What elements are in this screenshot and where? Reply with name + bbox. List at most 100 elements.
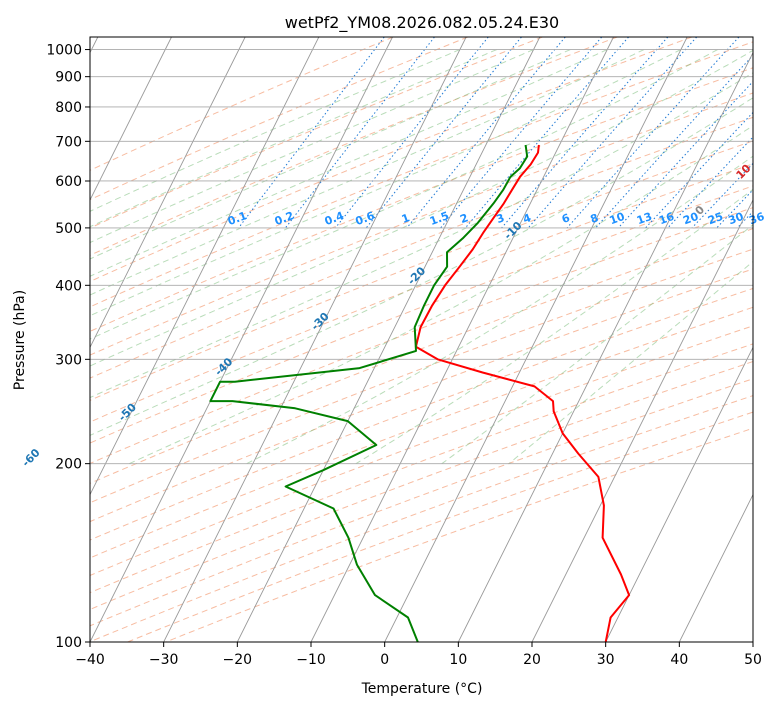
dry-adiabat <box>127 411 753 642</box>
profile-curves <box>209 144 631 642</box>
moist-adiabat <box>90 97 753 436</box>
background-lines <box>90 37 775 642</box>
isotherm <box>531 198 753 642</box>
dry-adiabat <box>90 37 618 256</box>
x-tick-label: 40 <box>670 652 688 668</box>
moist-adiabat <box>355 188 753 465</box>
mixing-ratio-line <box>758 37 775 228</box>
isotherm <box>163 37 467 642</box>
mixing-ratio-label: 0.6 <box>354 209 377 228</box>
mixing-ratio-label: 6 <box>560 211 572 226</box>
dry-adiabat <box>90 395 753 642</box>
isotherm-label: -60 <box>19 446 42 469</box>
mixing-ratio-line <box>406 37 566 229</box>
dry-adiabat <box>90 116 753 379</box>
mixing-ratio-line <box>440 37 603 229</box>
mixing-ratio-line <box>736 210 753 229</box>
y-tick-label: 1000 <box>46 43 82 59</box>
mixing-ratio-line <box>691 162 753 229</box>
dry-adiabat <box>90 37 468 201</box>
moist-adiabat <box>90 49 718 340</box>
line-labels: 0.10.20.40.611.52346810131620253036-100-… <box>19 128 775 470</box>
plot-frame <box>89 36 754 643</box>
mixing-ratio-label: 30 <box>727 210 746 228</box>
dry-adiabat <box>90 360 753 610</box>
mixing-ratio-label: 8 <box>589 211 601 226</box>
x-tick-label: 30 <box>597 652 615 668</box>
mixing-ratio-label: 0.1 <box>226 209 249 228</box>
mixing-ratio-line <box>667 136 753 229</box>
isotherm <box>310 37 614 642</box>
mixing-ratio-label: 4 <box>521 211 533 226</box>
isotherm <box>236 37 541 642</box>
isotherm <box>752 640 753 642</box>
isotherm <box>605 346 753 642</box>
isotherm <box>90 37 172 202</box>
isotherm <box>90 37 246 349</box>
y-tick-label: 100 <box>55 635 82 651</box>
mixing-ratio-label: 36 <box>747 210 766 228</box>
mixing-ratio-label: 16 <box>657 210 676 228</box>
y-tick-label: 200 <box>55 457 82 473</box>
wet-bulb-label: 10 <box>734 161 754 181</box>
y-tick-label: 700 <box>55 134 82 150</box>
moist-adiabat <box>90 72 753 399</box>
mixing-ratio-line <box>365 37 522 229</box>
mixing-ratio-label: 0.4 <box>323 209 346 228</box>
y-tick-label: 500 <box>55 221 82 237</box>
mixing-ratio-line <box>335 37 489 229</box>
y-axis-label: Pressure (hPa) <box>12 290 28 390</box>
chart-title: wetPf2_YM08.2026.082.05.24.E30 <box>285 13 559 33</box>
mixing-ratio-label: 1 <box>400 211 412 226</box>
mixing-ratio-label: 20 <box>681 210 700 228</box>
moist-adiabat <box>90 49 608 277</box>
mixing-ratio-label: 1.5 <box>428 209 451 228</box>
temperature-profile <box>414 144 631 642</box>
pressure-grid <box>90 37 753 642</box>
y-tick-label: 400 <box>55 278 82 294</box>
moist-adiabat <box>508 260 753 465</box>
dry-adiabat <box>90 378 753 627</box>
mixing-ratio-line <box>617 80 753 229</box>
x-axis-label: Temperature (°C) <box>361 681 483 697</box>
moist-adiabat <box>246 155 753 465</box>
mixing-ratio-label: 25 <box>706 210 725 227</box>
mixing-ratio-line <box>501 37 669 229</box>
x-tick-label: −30 <box>149 652 179 668</box>
dry-adiabat <box>90 92 753 356</box>
x-tick-label: 10 <box>449 652 467 668</box>
y-tick-label: 600 <box>55 174 82 190</box>
mixing-ratio-label: 3 <box>495 211 507 226</box>
y-tick-label: 900 <box>55 70 82 86</box>
x-tick-label: −20 <box>223 652 253 668</box>
isotherm <box>678 493 753 642</box>
isotherm <box>457 51 753 642</box>
mixing-ratio-line <box>465 37 629 229</box>
dry-adiabat <box>90 37 394 171</box>
isotherm <box>90 37 393 642</box>
mixing-ratio-label: 10 <box>608 210 627 228</box>
dry-adiabat <box>90 306 753 559</box>
mixing-ratio-label: 13 <box>635 210 654 227</box>
x-tick-label: 0 <box>380 652 389 668</box>
axes: −40 −30 −20 −10 0 10 20 30 40 5010020030040050060… <box>46 43 762 668</box>
mixing-ratio-line <box>645 111 753 229</box>
x-tick-label: −40 <box>75 652 105 668</box>
dry-adiabat <box>90 37 693 283</box>
isotherm <box>90 37 320 496</box>
dry-adiabat <box>90 325 753 577</box>
dry-adiabat <box>90 37 543 229</box>
x-tick-label: 50 <box>744 652 762 668</box>
mixing-ratio-line <box>527 37 698 229</box>
y-tick-label: 300 <box>55 352 82 368</box>
mixing-ratio-line <box>595 54 753 229</box>
moist-adiabat <box>90 49 753 367</box>
dewpoint-profile <box>209 144 529 642</box>
mixing-ratio-label: 0.2 <box>273 209 296 228</box>
y-tick-label: 800 <box>55 100 82 116</box>
mixing-ratio-label: 2 <box>458 211 470 226</box>
x-tick-label: 20 <box>523 652 541 668</box>
x-tick-label: −10 <box>296 652 326 668</box>
dry-adiabat <box>90 41 753 308</box>
